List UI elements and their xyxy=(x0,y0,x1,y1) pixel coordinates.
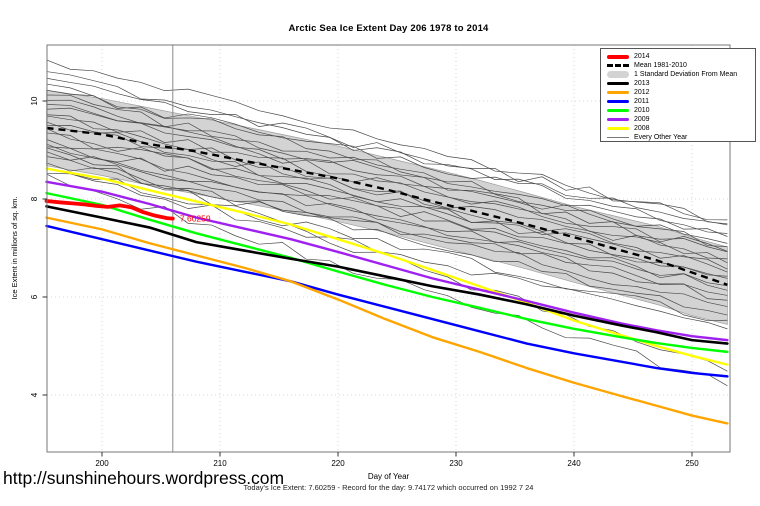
y-tick-label: 4 xyxy=(30,392,39,397)
chart-title: Arctic Sea Ice Extent Day 206 1978 to 20… xyxy=(288,23,489,34)
series-2009 xyxy=(45,180,729,342)
legend-swatch-icon xyxy=(607,54,629,59)
legend-item-2010: 2010 xyxy=(607,106,755,115)
series-2011 xyxy=(45,224,729,378)
other-year-line xyxy=(46,89,728,226)
other-year-line xyxy=(46,107,728,244)
other-year-line xyxy=(46,59,728,225)
other-year-line xyxy=(46,115,728,252)
other-year-line xyxy=(46,104,728,264)
legend-item-label: Every Other Year xyxy=(634,134,688,141)
other-year-line xyxy=(46,143,728,277)
legend-item-label: Mean 1981-2010 xyxy=(634,62,687,69)
other-year-line xyxy=(46,139,728,301)
legend-swatch-icon xyxy=(607,127,629,130)
legend-item-label: 2013 xyxy=(634,80,650,87)
other-year-line xyxy=(46,167,728,322)
legend-item-label: 2008 xyxy=(634,125,650,132)
legend-item-1-standard-deviation-from-mean: 1 Standard Deviation From Mean xyxy=(607,70,755,79)
x-axis-label: Day of Year xyxy=(367,472,410,481)
x-tick-label: 220 xyxy=(331,459,345,468)
legend-item-label: 2012 xyxy=(634,89,650,96)
other-year-line xyxy=(46,71,728,234)
legend-swatch-icon xyxy=(607,71,629,78)
legend-item-label: 1 Standard Deviation From Mean xyxy=(634,71,738,78)
other-year-line xyxy=(46,83,728,248)
legend-item-2012: 2012 xyxy=(607,88,755,97)
legend-item-label: 2011 xyxy=(634,98,650,105)
legend-item-2009: 2009 xyxy=(607,115,755,124)
footer-status: Today's Ice Extent: 7.60259 - Record for… xyxy=(243,483,534,492)
legend-item-mean-1981-2010: Mean 1981-2010 xyxy=(607,61,755,70)
legend-swatch-icon xyxy=(607,118,629,121)
x-tick-label: 200 xyxy=(95,459,109,468)
series-mean-1981-2010 xyxy=(46,126,728,286)
other-year-line xyxy=(46,99,728,237)
legend-item-2011: 2011 xyxy=(607,97,755,106)
legend-item-2013: 2013 xyxy=(607,79,755,88)
legend-swatch-icon xyxy=(607,82,629,85)
legend-item-label: 2014 xyxy=(634,53,650,60)
plot-border xyxy=(46,44,731,453)
std-dev-band xyxy=(46,89,728,325)
legend-swatch-icon xyxy=(607,109,629,112)
legend: 2014 Mean 1981-2010 1 Standard Deviation F… xyxy=(600,48,756,142)
series-2010 xyxy=(45,191,729,354)
other-year-line xyxy=(46,94,728,253)
other-year-line xyxy=(46,162,728,296)
legend-item-every-other-year: Every Other Year xyxy=(607,133,755,142)
series-2013 xyxy=(45,205,729,345)
other-year-line xyxy=(46,173,728,330)
y-axis-label: Ice Extent in millions of sq. km. xyxy=(10,196,19,300)
x-tick-label: 250 xyxy=(685,459,699,468)
other-year-line xyxy=(46,132,728,270)
ice-extent-annotation: 7.60259 xyxy=(180,214,211,224)
x-tick-label: 230 xyxy=(449,459,463,468)
series-2014 xyxy=(44,199,175,221)
other-year-line xyxy=(46,121,728,279)
legend-item-2008: 2008 xyxy=(607,124,755,133)
legend-swatch-icon xyxy=(607,91,629,94)
other-year-line xyxy=(46,146,728,307)
legend-item-label: 2009 xyxy=(634,116,650,123)
legend-swatch-icon xyxy=(607,100,629,103)
legend-swatch-icon xyxy=(607,64,629,67)
x-tick-label: 240 xyxy=(567,459,581,468)
y-tick-label: 8 xyxy=(30,196,39,201)
other-year-line xyxy=(46,156,728,316)
legend-swatch-icon xyxy=(607,137,629,138)
footer-url: http://sunshinehours.wordpress.com xyxy=(3,468,285,488)
other-year-line xyxy=(46,128,728,291)
other-year-line xyxy=(46,125,728,260)
series-2012 xyxy=(45,216,729,425)
other-year-line xyxy=(46,151,728,287)
y-tick-label: 6 xyxy=(30,294,39,299)
y-tick-label: 10 xyxy=(30,96,39,105)
legend-item-2014: 2014 xyxy=(607,52,755,61)
other-year-line xyxy=(46,77,728,221)
x-tick-label: 210 xyxy=(213,459,227,468)
legend-item-label: 2010 xyxy=(634,107,650,114)
